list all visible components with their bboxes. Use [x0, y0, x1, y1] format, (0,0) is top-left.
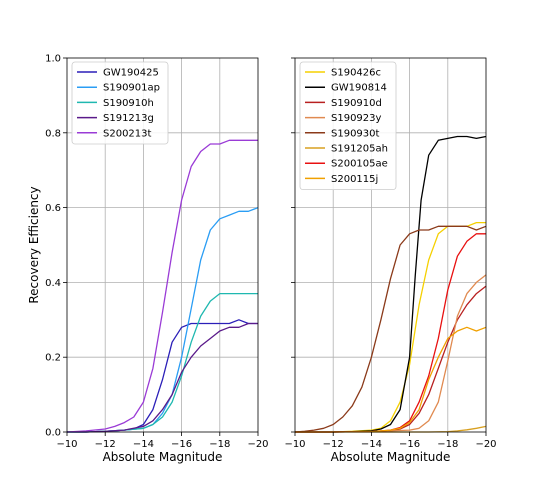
series-line-s200213t [66, 139, 258, 433]
legend-box [71, 61, 169, 145]
plot-frame [294, 57, 487, 433]
legend-label: GW190425 [103, 68, 159, 79]
y-tick-label: 0.8 [45, 128, 61, 139]
legend-label: GW190814 [331, 83, 387, 94]
x-axis-label: Absolute Magnitude [103, 450, 223, 464]
x-tick-label: −18 [209, 439, 230, 450]
y-tick-label: 0.0 [45, 428, 61, 439]
x-tick-label: −20 [475, 439, 496, 450]
legend-label: S200213t [103, 128, 152, 139]
y-axis-label: Recovery Efficiency [27, 186, 41, 303]
series-line-s200115j [295, 326, 487, 433]
legend-box [299, 61, 397, 190]
x-tick-label: −16 [171, 439, 192, 450]
x-tick-label: −18 [437, 439, 458, 450]
series-line-s190923y [295, 274, 487, 433]
x-tick-label: −12 [95, 439, 116, 450]
series-line-s190910d [295, 285, 487, 433]
legend-label: S191205ah [331, 144, 388, 155]
legend-label: S190901ap [103, 83, 160, 94]
y-tick-label: 0.6 [45, 203, 61, 214]
x-tick-label: −20 [247, 439, 268, 450]
x-axis-label: Absolute Magnitude [331, 450, 451, 464]
legend-label: S200115j [331, 174, 378, 185]
x-tick-label: −16 [399, 439, 420, 450]
x-tick-label: −12 [323, 439, 344, 450]
series-line-s190901ap [67, 206, 259, 433]
legend-label: S190930t [331, 128, 380, 139]
legend-label: S191213g [103, 113, 154, 124]
series-line-s190426c [295, 221, 486, 433]
series-line-s191213g [67, 322, 258, 433]
y-tick-label: 0.2 [45, 353, 61, 364]
legend-label: S190923y [331, 113, 382, 124]
series-line-s200105ae [295, 233, 486, 433]
x-tick-label: −10 [56, 439, 77, 450]
legend-label: S190910d [331, 98, 382, 109]
y-tick-label: 1.0 [45, 54, 61, 65]
x-tick-label: −14 [361, 439, 382, 450]
legend-label: S200105ae [331, 159, 388, 170]
x-tick-label: −10 [284, 439, 305, 450]
series-line-s190930t [294, 225, 487, 433]
y-tick-label: 0.4 [45, 278, 61, 289]
legend-label: S190910h [103, 98, 154, 109]
x-tick-label: −14 [133, 439, 154, 450]
legend-label: S190426c [331, 68, 381, 79]
plot-frame [66, 57, 259, 433]
series-line-gw190425 [67, 319, 258, 433]
